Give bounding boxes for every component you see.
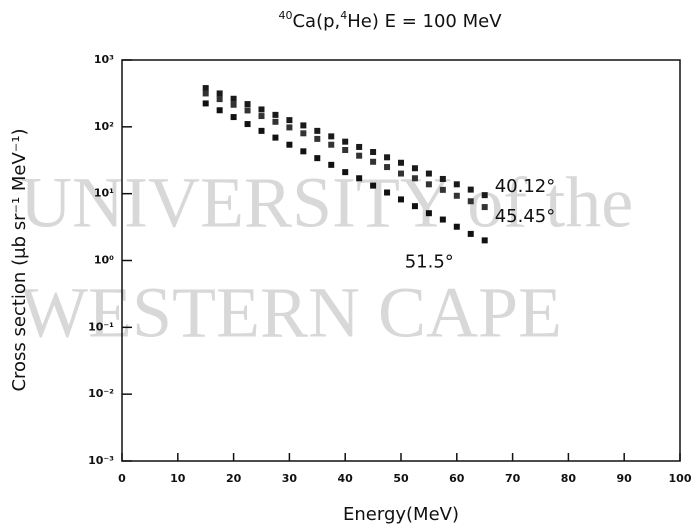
point — [384, 189, 391, 196]
point — [467, 186, 474, 193]
point — [216, 90, 223, 97]
point — [356, 175, 363, 182]
point — [356, 152, 363, 159]
point — [230, 95, 237, 102]
point — [411, 165, 418, 172]
point — [244, 101, 251, 108]
point — [328, 161, 335, 168]
y-tick-label: 10² — [94, 120, 114, 133]
point — [272, 134, 279, 141]
point — [314, 127, 321, 134]
point — [328, 141, 335, 148]
point — [244, 107, 251, 114]
point — [481, 204, 488, 211]
title-segment: Ca(p, — [292, 11, 340, 32]
point — [453, 181, 460, 188]
point — [300, 148, 307, 155]
x-tick-label: 10 — [170, 472, 186, 485]
series-label: 51.5° — [405, 251, 454, 272]
point — [425, 181, 432, 188]
point — [314, 155, 321, 162]
x-tick-label: 0 — [118, 472, 126, 485]
point — [202, 100, 209, 107]
point — [286, 141, 293, 148]
point — [328, 133, 335, 140]
watermark: UNIVERSITY of the — [20, 163, 633, 243]
point — [467, 230, 474, 237]
point — [384, 164, 391, 171]
point — [411, 175, 418, 182]
point — [398, 159, 404, 166]
point — [258, 113, 265, 120]
point — [258, 127, 265, 134]
x-tick-label: 50 — [393, 472, 409, 485]
point — [300, 130, 307, 137]
x-tick-label: 40 — [338, 472, 354, 485]
point — [370, 158, 377, 165]
point — [398, 196, 404, 203]
plot-frame — [121, 59, 681, 462]
point — [272, 111, 279, 118]
x-tick-label: 20 — [226, 472, 242, 485]
point — [425, 210, 432, 217]
title-segment: He) E = 100 MeV — [347, 11, 502, 32]
y-tick-label: 10⁻² — [88, 387, 114, 400]
point — [286, 124, 293, 131]
point — [258, 106, 265, 113]
x-tick-label: 60 — [449, 472, 465, 485]
point — [398, 170, 404, 177]
point — [453, 192, 460, 199]
point — [370, 149, 377, 156]
x-tick-label: 90 — [617, 472, 633, 485]
point — [342, 138, 349, 145]
x-axis-label: Energy(MeV) — [343, 504, 459, 525]
point — [216, 107, 223, 114]
y-tick-label: 10³ — [94, 53, 114, 66]
y-tick-label: 10⁻³ — [88, 454, 114, 467]
point — [202, 90, 209, 97]
series-label: 40.12° — [495, 176, 556, 197]
point — [314, 135, 321, 142]
x-tick-label: 70 — [505, 472, 521, 485]
point — [216, 96, 223, 103]
watermark: WESTERN CAPE — [20, 273, 562, 353]
y-tick-label: 10¹ — [94, 187, 114, 200]
point — [286, 117, 293, 124]
x-tick-label: 80 — [561, 472, 577, 485]
point — [453, 223, 460, 230]
y-tick-label: 10⁰ — [94, 254, 114, 267]
y-axis-label: Cross section (μb sr⁻¹ MeV⁻¹) — [9, 128, 30, 391]
point — [384, 154, 391, 161]
point — [481, 192, 488, 199]
point — [370, 182, 377, 189]
point — [230, 114, 237, 121]
point — [439, 186, 446, 193]
point — [230, 101, 237, 108]
point — [202, 85, 209, 92]
point — [481, 237, 488, 244]
point — [467, 198, 474, 205]
point — [356, 143, 363, 150]
y-tick-label: 10⁻¹ — [88, 320, 114, 333]
point — [342, 147, 349, 154]
x-tick-label: 30 — [282, 472, 298, 485]
point — [272, 118, 279, 125]
point — [300, 122, 307, 129]
point — [425, 170, 432, 177]
series-label: 45.45° — [495, 206, 556, 227]
title-segment: 4 — [340, 9, 347, 22]
point — [244, 121, 251, 128]
point — [439, 175, 446, 182]
x-tick-label: 100 — [669, 472, 692, 485]
point — [439, 216, 446, 223]
point — [411, 203, 418, 210]
chart-title: 40Ca(p,4He) E = 100 MeV — [278, 9, 502, 32]
point — [342, 169, 349, 176]
title-segment: 40 — [278, 9, 292, 22]
